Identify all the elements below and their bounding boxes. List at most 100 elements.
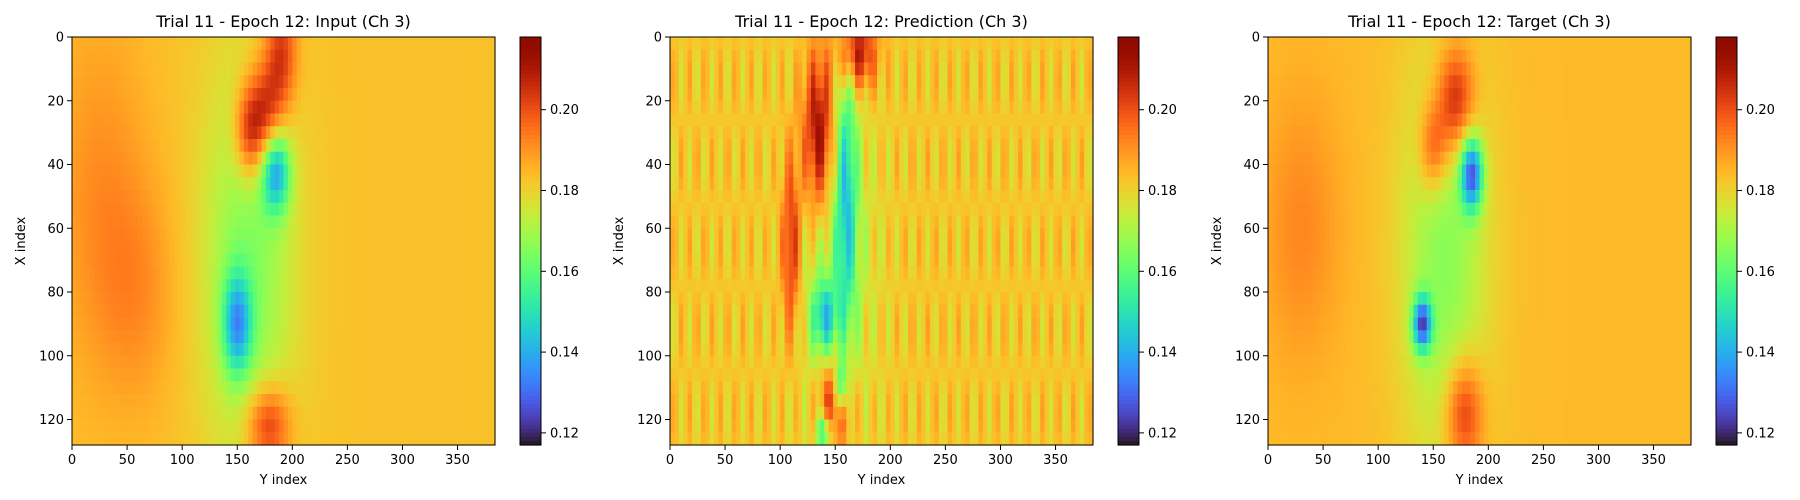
heatmap-cell [76, 113, 82, 127]
heatmap-cell [89, 75, 95, 89]
heatmap-cell [952, 49, 958, 64]
heatmap-cell [389, 343, 395, 357]
heatmap-cell [283, 266, 289, 280]
heatmap-cell [459, 343, 465, 357]
heatmap-cell [292, 394, 298, 408]
heatmap-cell [766, 75, 772, 89]
heatmap-cell [793, 37, 799, 51]
heatmap-cell [696, 202, 702, 217]
heatmap-cell [80, 253, 86, 268]
heatmap-cell [464, 266, 470, 280]
heatmap-cell [450, 394, 456, 408]
heatmap-cell [80, 75, 86, 89]
heatmap-cell [336, 164, 342, 178]
heatmap-cell [828, 62, 834, 76]
heatmap-cell [744, 37, 750, 51]
heatmap-cell [978, 228, 984, 242]
heatmap-cell [279, 343, 285, 357]
heatmap-cell [446, 177, 452, 191]
heatmap-cell [481, 241, 487, 255]
heatmap-cell [411, 419, 417, 433]
heatmap-cell [771, 177, 777, 191]
heatmap-cell [213, 330, 219, 344]
heatmap-cell [872, 228, 878, 242]
heatmap-cell [235, 292, 241, 306]
heatmap-cell [305, 126, 311, 140]
heatmap-cell [331, 330, 337, 344]
heatmap-cell [72, 406, 78, 421]
heatmap-cell [828, 164, 834, 178]
heatmap-cell [305, 37, 311, 51]
heatmap-cell [784, 88, 790, 102]
heatmap-cell [850, 139, 856, 153]
heatmap-cell [683, 253, 689, 268]
heatmap-cell [102, 419, 108, 433]
heatmap-cell [380, 190, 386, 204]
heatmap-cell [446, 62, 452, 76]
heatmap-cell [442, 368, 448, 382]
heatmap-cell [1040, 151, 1046, 166]
heatmap-cell [705, 126, 711, 140]
colorbar-segment [520, 216, 541, 222]
heatmap-cell [411, 190, 417, 204]
heatmap-cell [358, 292, 364, 306]
heatmap-cell [455, 202, 461, 217]
heatmap-cell [969, 253, 975, 268]
heatmap-cell [389, 432, 395, 446]
heatmap-cell [766, 37, 772, 51]
heatmap-cell [1062, 37, 1068, 51]
heatmap-cell [336, 381, 342, 395]
heatmap-cell [213, 228, 219, 242]
heatmap-cell [442, 113, 448, 127]
heatmap-cell [477, 190, 483, 204]
heatmap-cell [279, 304, 285, 319]
heatmap-cell [481, 88, 487, 102]
heatmap-cell [279, 62, 285, 76]
heatmap-cell [243, 190, 249, 204]
heatmap-cell [960, 139, 966, 153]
heatmap-cell [442, 292, 448, 306]
heatmap-cell [72, 215, 78, 229]
heatmap-cell [208, 241, 214, 255]
heatmap-cell [230, 62, 236, 76]
heatmap-cell [406, 215, 412, 229]
heatmap-cell [1004, 37, 1010, 51]
heatmap-cell [450, 304, 456, 319]
heatmap-cell [415, 139, 421, 153]
heatmap-cell [428, 126, 434, 140]
heatmap-cell [314, 88, 320, 102]
heatmap-cell [890, 151, 896, 166]
heatmap-cell [270, 75, 276, 89]
heatmap-cell [380, 62, 386, 76]
heatmap-cell [1004, 62, 1010, 76]
heatmap-cell [336, 113, 342, 127]
heatmap-cell [692, 49, 698, 64]
heatmap-cell [252, 419, 258, 433]
heatmap-cell [274, 37, 280, 51]
colorbar-segment [520, 98, 541, 103]
heatmap-cell [1079, 75, 1085, 89]
heatmap-cell [969, 62, 975, 76]
heatmap-cell [1013, 100, 1019, 115]
heatmap-cell [230, 164, 236, 178]
heatmap-cell [133, 330, 139, 344]
heatmap-cell [929, 177, 935, 191]
heatmap-cell [239, 253, 245, 268]
heatmap-cell [956, 49, 962, 64]
heatmap-cell [956, 228, 962, 242]
heatmap-cell [929, 37, 935, 51]
heatmap-cell [903, 164, 909, 178]
heatmap-cell [252, 228, 258, 242]
heatmap-cell [358, 190, 364, 204]
heatmap-cell [855, 126, 861, 140]
heatmap-cell [323, 75, 329, 89]
heatmap-cell [982, 151, 988, 166]
heatmap-cell [111, 139, 117, 153]
heatmap-cell [331, 37, 337, 51]
heatmap-cell [1048, 37, 1054, 51]
heatmap-cell [907, 139, 913, 153]
heatmap-cell [384, 88, 390, 102]
heatmap-cell [296, 432, 302, 446]
heatmap-cell [257, 292, 263, 306]
heatmap-cell [468, 177, 474, 191]
